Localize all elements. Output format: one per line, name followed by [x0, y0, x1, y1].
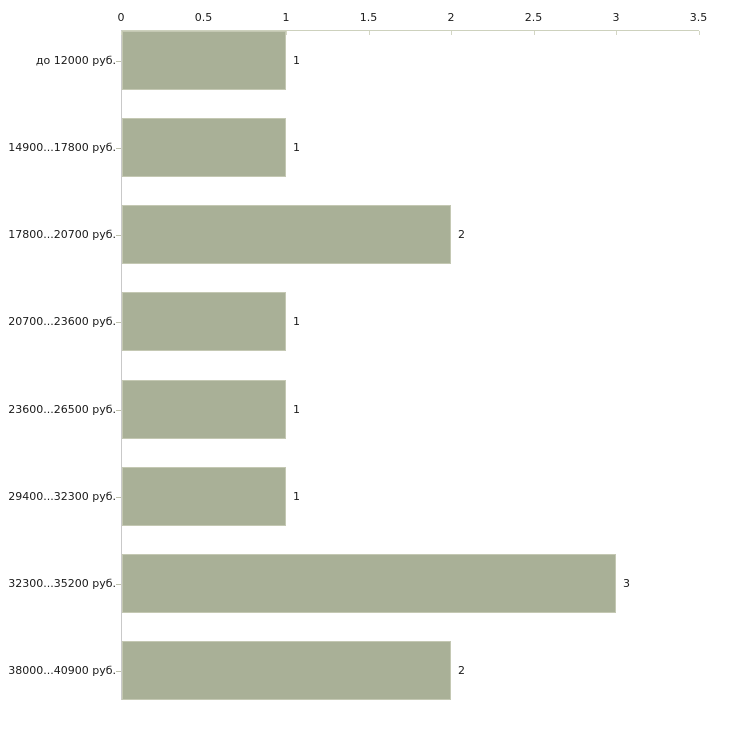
y-axis-line — [121, 30, 122, 700]
x-axis-tick-label: 0.5 — [194, 11, 213, 24]
x-axis-tick-mark — [616, 31, 617, 35]
category-tick-mark — [116, 584, 121, 585]
x-axis-tick-mark — [533, 31, 535, 35]
value-label: 1 — [293, 315, 300, 328]
category-label: до 12000 руб. — [35, 54, 116, 67]
bar — [122, 118, 286, 177]
x-axis-tick-label: 1 — [282, 11, 290, 24]
x-axis-tick-label: 2.5 — [524, 11, 543, 24]
category-tick-mark — [116, 497, 121, 498]
category-label: 23600...26500 руб. — [8, 403, 116, 416]
value-label: 2 — [458, 228, 465, 241]
bar — [122, 292, 286, 351]
value-label: 1 — [293, 54, 300, 67]
category-label: 20700...23600 руб. — [8, 315, 116, 328]
x-axis-tick-mark — [121, 31, 122, 35]
x-axis-tick-mark — [368, 31, 370, 35]
x-axis-tick-mark — [286, 31, 287, 35]
category-label: 38000...40900 руб. — [8, 664, 116, 677]
value-label: 3 — [623, 577, 630, 590]
category-tick-mark — [116, 61, 121, 62]
category-label: 32300...35200 руб. — [8, 577, 116, 590]
value-label: 2 — [458, 664, 465, 677]
bar — [122, 31, 286, 90]
x-axis-tick-mark — [451, 31, 452, 35]
category-tick-mark — [116, 410, 121, 411]
value-label: 1 — [293, 403, 300, 416]
bar — [122, 205, 451, 264]
value-label: 1 — [293, 141, 300, 154]
category-tick-mark — [116, 235, 121, 236]
bar — [122, 554, 616, 613]
x-axis-line — [121, 30, 699, 31]
bar — [122, 467, 286, 526]
x-axis-tick-label: 3.5 — [689, 11, 708, 24]
x-axis-tick-mark — [698, 31, 700, 35]
x-axis-tick-label: 0 — [117, 11, 125, 24]
category-label: 29400...32300 руб. — [8, 490, 116, 503]
category-tick-mark — [116, 322, 121, 323]
value-label: 1 — [293, 490, 300, 503]
category-label: 17800...20700 руб. — [8, 228, 116, 241]
bar — [122, 380, 286, 439]
category-tick-mark — [116, 671, 121, 672]
x-axis-tick-label: 1.5 — [359, 11, 378, 24]
category-tick-mark — [116, 148, 121, 149]
x-axis-tick-label: 3 — [612, 11, 620, 24]
category-label: 14900...17800 руб. — [8, 141, 116, 154]
bar — [122, 641, 451, 700]
x-axis-tick-label: 2 — [447, 11, 455, 24]
